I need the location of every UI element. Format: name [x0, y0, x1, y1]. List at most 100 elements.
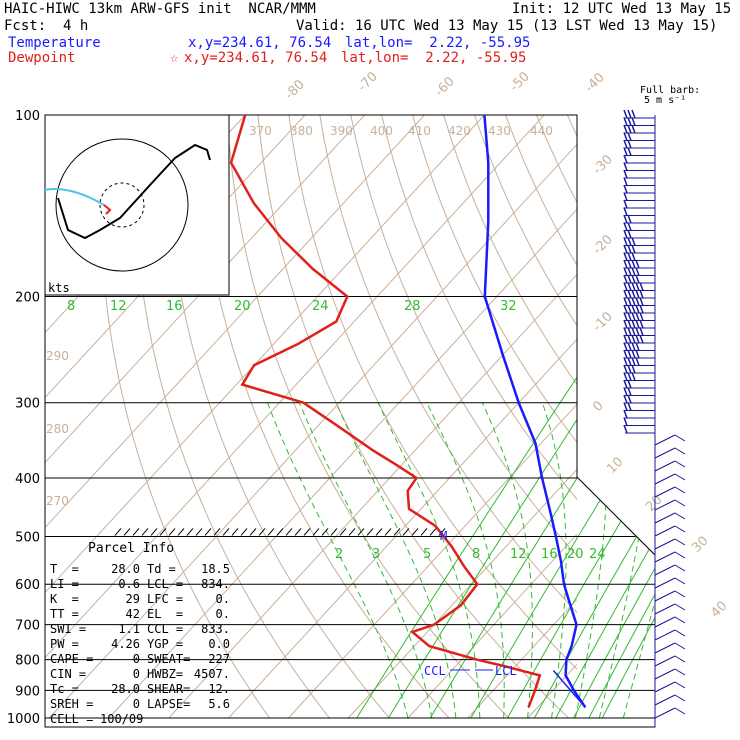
- mixing-ratio-label: 20: [567, 547, 584, 562]
- wind-barb: [654, 668, 686, 680]
- wind-barb-flag: [674, 668, 686, 676]
- forecast-hour: Fcst: 4 h: [4, 18, 89, 34]
- parcel-label: Tc =: [50, 682, 79, 696]
- pressure-tick-label: 1000: [7, 712, 40, 727]
- wind-barb-flag: [627, 274, 632, 284]
- dry-adiabat-line: [443, 115, 577, 386]
- wind-barb-flag: [635, 297, 640, 306]
- wind-barb: [623, 364, 655, 374]
- temperature-xy: x,y=234.61, 76.54: [188, 35, 332, 51]
- hatch-mark: [213, 528, 221, 536]
- wind-barb-flag: [623, 334, 628, 344]
- wind-barb: [654, 473, 686, 485]
- pressure-tick-label: 200: [15, 291, 40, 306]
- wind-barb-flag: [627, 222, 632, 231]
- parcel-value: 0.: [215, 592, 230, 606]
- mixing-ratio-label: 3: [372, 547, 380, 562]
- isotherm-line: [45, 115, 366, 464]
- wind-barb-flag: [623, 199, 628, 209]
- hatch-mark: [339, 528, 347, 536]
- dry-adiabat-line: [629, 115, 740, 718]
- pressure-tick-label: 700: [15, 619, 40, 634]
- parcel-label: SWEAT=: [147, 652, 191, 666]
- wind-barb-flag: [623, 327, 628, 336]
- wind-barb: [654, 460, 686, 472]
- wind-barb: [623, 207, 655, 216]
- wind-barb-flag: [623, 349, 628, 359]
- wind-barb-flag: [623, 237, 628, 246]
- ccl-label: CCL: [424, 664, 446, 678]
- wind-barb-flag: [627, 319, 632, 329]
- pressure-tick-label: 100: [15, 109, 40, 124]
- temperature-tick-label: 40: [708, 599, 730, 621]
- wind-barb-flag: [623, 267, 628, 276]
- wind-barb: [623, 267, 655, 276]
- dry-adiabat-line: [319, 115, 577, 614]
- legend-dewpoint: Dewpoint: [8, 50, 76, 66]
- parcel-label: HWBZ=: [147, 667, 184, 681]
- wind-barb: [623, 147, 655, 156]
- hatch-mark: [222, 528, 230, 536]
- wind-barb-shaft: [654, 525, 676, 537]
- wind-barb-flag: [631, 327, 636, 336]
- wind-barb: [623, 184, 655, 194]
- dewpoint-trace: [229, 115, 542, 708]
- parcel-label: TT =: [50, 607, 79, 621]
- wind-barb-flag: [674, 434, 686, 442]
- wind-barb-flag: [674, 551, 686, 559]
- parcel-value: 834.: [201, 577, 230, 591]
- moist-adiabat-line: [267, 402, 409, 719]
- pressure-tick-label: 400: [15, 472, 40, 487]
- wind-barb-flag: [635, 334, 640, 344]
- wind-barb-flag: [627, 124, 632, 134]
- dry-adiabat-line: [226, 115, 510, 719]
- dry-adiabat-line: [381, 115, 577, 501]
- mixing-ratio-label: 2: [335, 547, 343, 562]
- wind-barb-flag: [623, 169, 628, 179]
- temperature-tick-label: 20: [643, 493, 665, 515]
- wind-barb: [623, 169, 655, 179]
- wind-barb-flag: [639, 319, 644, 329]
- parcel-value: 4507.: [193, 667, 230, 681]
- mixing-ratio-label: 24: [312, 299, 329, 314]
- wind-barb: [623, 222, 655, 231]
- parcel-label: LCL =: [147, 577, 184, 591]
- dry-adiabat-line: [99, 115, 271, 719]
- dry-adiabat-line: [566, 115, 577, 138]
- wind-barb: [654, 447, 686, 459]
- wind-barb-flag: [623, 177, 628, 186]
- wind-barb: [623, 342, 655, 351]
- wind-barb: [623, 177, 655, 186]
- wind-barb-flag: [631, 372, 636, 381]
- wind-barb-flag: [623, 109, 628, 119]
- wind-barb-shaft: [654, 434, 676, 446]
- wind-barb-flag: [674, 577, 686, 585]
- wind-barb-flag: [623, 147, 628, 156]
- wind-barb: [623, 252, 655, 261]
- hatch-mark: [348, 528, 356, 536]
- hatch-mark: [312, 528, 320, 536]
- temperature-tick-label: -30: [590, 152, 616, 178]
- wind-barb: [623, 274, 655, 284]
- wind-barb: [623, 162, 655, 171]
- wind-barb-flag: [635, 319, 640, 329]
- wind-barb-flag: [631, 244, 636, 254]
- pressure-tick-label: 600: [15, 578, 40, 593]
- dry-adiabat-line: [164, 115, 390, 719]
- hatch-mark: [276, 528, 284, 536]
- wind-barb-flag: [674, 564, 686, 572]
- melting-level-label: M: [440, 529, 447, 543]
- wind-barb: [654, 616, 686, 628]
- pressure-tick-label: 800: [15, 654, 40, 669]
- isotherm-line: [228, 338, 577, 719]
- wind-barb-shaft: [654, 551, 676, 563]
- wind-barb-flag: [623, 379, 628, 389]
- wind-barb-flag: [623, 207, 628, 216]
- wind-barb-flag: [623, 154, 628, 164]
- mixing-ratio-label: 20: [234, 299, 251, 314]
- hatch-mark: [249, 528, 257, 536]
- wind-barb: [654, 564, 686, 576]
- hatch-mark: [177, 528, 185, 536]
- parcel-value: 28.0: [111, 562, 140, 576]
